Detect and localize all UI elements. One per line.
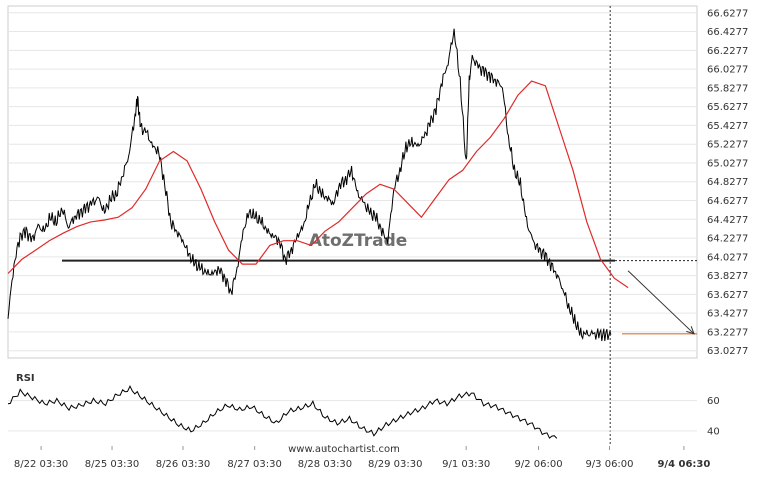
source-footer: www.autochartist.com — [288, 444, 400, 455]
x-tick-label: 8/27 03:30 — [227, 459, 281, 470]
price-tick-label: 64.0277 — [707, 252, 748, 263]
x-tick-label: 9/1 03:30 — [442, 459, 490, 470]
price-tick-label: 65.8277 — [707, 83, 748, 94]
price-tick-label: 65.0277 — [707, 158, 748, 169]
price-tick-label: 64.8277 — [707, 177, 748, 188]
x-tick-label: 8/28 03:30 — [298, 459, 352, 470]
x-tick-label: 8/25 03:30 — [85, 459, 139, 470]
x-tick-label: 9/4 06:30 — [657, 459, 710, 470]
rsi-tick-label: 60 — [707, 396, 720, 407]
rsi-title: RSI — [16, 373, 35, 384]
rsi-tick-label: 40 — [707, 426, 720, 437]
x-tick-label: 9/3 06:00 — [585, 459, 633, 470]
projection-arrow-head — [686, 326, 695, 335]
price-tick-label: 65.6277 — [707, 102, 748, 113]
moving-average-line — [7, 80, 629, 289]
x-tick-label: 8/26 03:30 — [156, 459, 210, 470]
rsi-series-line — [7, 385, 558, 439]
watermark-text: AtoZTrade — [309, 231, 408, 251]
price-tick-label: 63.6277 — [707, 290, 748, 301]
price-panel: 66.6277 66.4277 66.2277 66.0277 65.8277 65.62… — [7, 5, 748, 446]
price-tick-label: 64.6277 — [707, 196, 748, 207]
x-tick-label: 9/2 06:00 — [514, 459, 562, 470]
price-tick-label: 65.2277 — [707, 140, 748, 151]
price-tick-label: 66.6277 — [707, 8, 748, 19]
x-axis: 8/22 03:30 8/25 03:30 8/26 03:30 8/27 03:30… — [14, 446, 710, 470]
price-tick-label: 63.2277 — [707, 327, 748, 338]
price-tick-label: 63.0277 — [707, 346, 748, 357]
x-tick-label: 8/22 03:30 — [14, 459, 68, 470]
x-tick-label: 8/29 03:30 — [368, 459, 422, 470]
price-series-line — [7, 28, 612, 342]
price-tick-label: 65.4277 — [707, 121, 748, 132]
price-tick-label: 66.0277 — [707, 65, 748, 76]
price-tick-label: 63.8277 — [707, 271, 748, 282]
price-tick-label: 64.4277 — [707, 215, 748, 226]
rsi-panel: 60 40 — [7, 385, 720, 439]
price-tick-label: 63.4277 — [707, 309, 748, 320]
price-tick-label: 64.2277 — [707, 234, 748, 245]
projection-arrow-line — [627, 270, 695, 335]
price-tick-label: 66.4277 — [707, 27, 748, 38]
price-tick-label: 66.2277 — [707, 46, 748, 57]
